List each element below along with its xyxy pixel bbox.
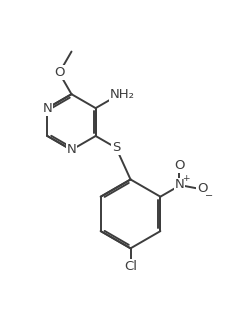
Text: O: O [54,66,64,80]
Text: O: O [197,182,208,195]
Text: N: N [43,102,52,115]
Text: N: N [67,143,76,156]
Text: O: O [174,159,185,172]
Text: N: N [175,178,184,191]
Text: NH₂: NH₂ [110,89,135,101]
Text: S: S [112,141,120,154]
Text: Cl: Cl [124,260,137,273]
Text: +: + [182,174,190,183]
Text: −: − [205,191,213,201]
